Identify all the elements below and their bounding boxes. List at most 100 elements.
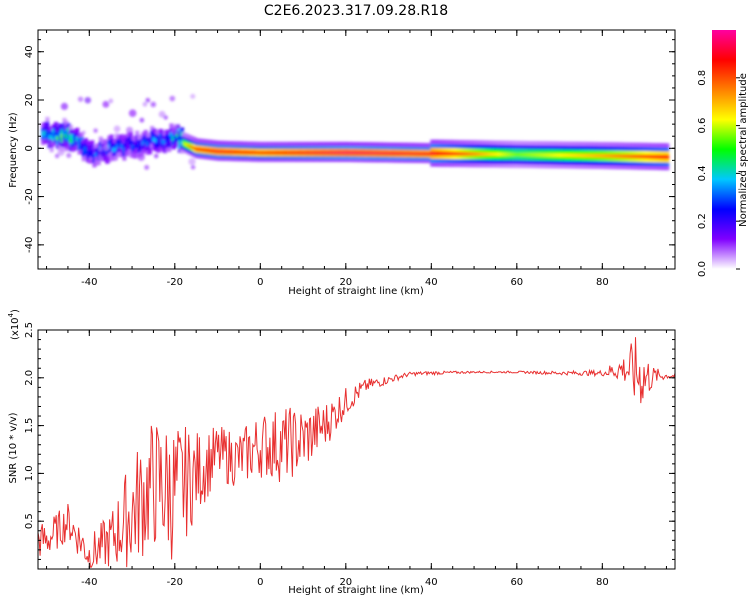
heatmap-cell [188, 140, 193, 145]
heatmap-cell [323, 157, 328, 162]
heatmap-cell [470, 147, 475, 153]
heatmap-cell [613, 149, 619, 155]
heatmap-cell [177, 139, 183, 145]
heatmap-cell [194, 138, 200, 143]
heatmap-cell [393, 145, 398, 150]
heatmap-cell [658, 146, 663, 152]
heatmap-cell [421, 148, 426, 153]
heatmap-cell [348, 141, 354, 147]
heatmap-cell [109, 151, 114, 157]
heatmap-cell [282, 157, 287, 162]
heatmap-cell [601, 145, 606, 151]
heatmap-cell [199, 141, 204, 146]
heatmap-cell [560, 164, 565, 169]
heatmap-cell [115, 152, 121, 158]
heatmap-cell [165, 138, 170, 143]
heatmap-cell [415, 142, 420, 148]
heatmap-cell [498, 140, 503, 145]
heatmap-cell [404, 142, 409, 148]
heatmap-cell [575, 152, 580, 158]
heatmap-cell [203, 139, 208, 144]
heatmap-cell [584, 149, 589, 154]
y-tick-label: -40 [24, 237, 35, 253]
heatmap-cell [274, 149, 279, 155]
heatmap-cell [643, 154, 649, 159]
heatmap-cell [594, 149, 599, 154]
heatmap-cell [547, 145, 552, 150]
heatmap-cell [368, 150, 373, 155]
heatmap-cell [106, 156, 113, 163]
heatmap-cell [534, 144, 539, 150]
heatmap-cell [605, 164, 610, 170]
heatmap-cell [47, 139, 54, 146]
heatmap-cell [541, 152, 546, 157]
heatmap-cell [494, 159, 499, 164]
heatmap-cell [383, 147, 388, 153]
heatmap-cell [442, 158, 448, 164]
heatmap-cell [633, 150, 638, 155]
heatmap-cell [596, 141, 601, 147]
heatmap-cell [611, 164, 616, 170]
heatmap-cell [590, 153, 595, 158]
heatmap-cell [348, 152, 354, 157]
heatmap-cell [430, 147, 435, 152]
heatmap-cell [310, 141, 315, 147]
heatmap-cell [83, 151, 88, 156]
heatmap-cell [329, 154, 334, 160]
heatmap-cell [274, 141, 279, 147]
heatmap-cell [519, 144, 525, 150]
heatmap-cell [519, 152, 525, 157]
heatmap-cell [239, 143, 245, 149]
heatmap-cell [280, 147, 285, 152]
heatmap-cell [522, 140, 527, 146]
heatmap-cell [214, 140, 219, 145]
heatmap-cell [387, 152, 392, 158]
heatmap-cell [229, 143, 234, 149]
heatmap-cell [472, 151, 478, 156]
heatmap-cell [83, 155, 88, 160]
heatmap-cell [378, 142, 383, 147]
heatmap-cell [77, 137, 82, 142]
heatmap-cell [252, 152, 257, 157]
heatmap-cell [500, 151, 505, 157]
heatmap-cell [598, 153, 604, 158]
heatmap-cell [605, 145, 610, 151]
heatmap-cell [113, 138, 118, 143]
heatmap-cell [536, 163, 542, 169]
heatmap-cell [519, 148, 525, 153]
heatmap-cell [303, 149, 309, 155]
heatmap-cell [616, 157, 621, 162]
heatmap-cell [637, 146, 642, 151]
heatmap-cell [410, 158, 416, 163]
heatmap-cell [370, 157, 375, 163]
heatmap-cell [402, 145, 407, 150]
heatmap-cell [528, 159, 533, 165]
heatmap-cell [579, 153, 584, 158]
heatmap-cell [115, 139, 121, 145]
heatmap-cell [383, 150, 388, 155]
heatmap-cell [457, 147, 463, 152]
heatmap-cell [229, 154, 234, 159]
heatmap-cell [207, 139, 212, 145]
heatmap-cell [485, 144, 490, 149]
heatmap-cell [504, 163, 510, 168]
heatmap-cell [171, 127, 179, 135]
heatmap-cell [111, 143, 116, 148]
heatmap-cell [524, 152, 529, 157]
heatmap-cell [549, 156, 554, 161]
heatmap-cell [549, 148, 554, 154]
heatmap-cell [316, 157, 321, 162]
heatmap-cell [464, 162, 469, 168]
heatmap-cell [103, 156, 108, 162]
heatmap-cell [581, 141, 587, 147]
heatmap-cell [425, 156, 430, 161]
heatmap-cell [90, 144, 95, 150]
heatmap-cell [316, 147, 321, 152]
heatmap-cell [308, 149, 313, 155]
heatmap-cell [453, 162, 458, 167]
heatmap-cell [522, 155, 527, 161]
heatmap-cell [500, 155, 505, 161]
heatmap-cell [96, 143, 101, 148]
heatmap-cell [374, 157, 379, 163]
heatmap-cell [398, 155, 403, 161]
